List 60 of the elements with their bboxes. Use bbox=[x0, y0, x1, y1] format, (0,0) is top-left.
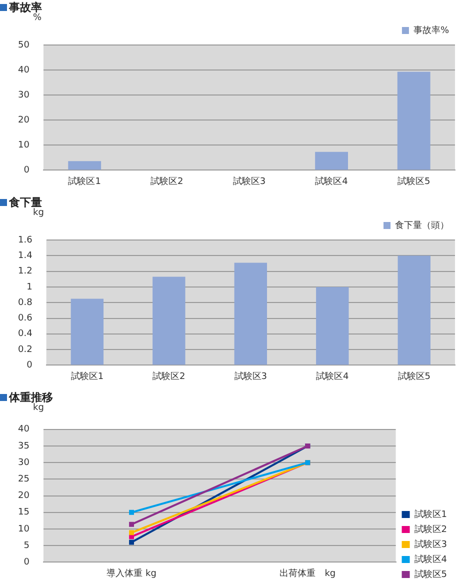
y-tick-label: 1.4 bbox=[18, 250, 33, 261]
y-tick-label: 30 bbox=[18, 90, 30, 100]
x-tick-label: 導入体重 kg bbox=[106, 568, 156, 579]
point bbox=[129, 530, 134, 536]
bar bbox=[397, 72, 430, 170]
x-tick-label: 試験区5 bbox=[398, 370, 430, 382]
bar bbox=[398, 256, 430, 365]
y-tick-label: 35 bbox=[18, 441, 30, 452]
x-tick-label: 試験区4 bbox=[315, 176, 348, 187]
x-tick-label: 試験区3 bbox=[232, 176, 266, 187]
y-tick-label: 1 bbox=[26, 282, 32, 292]
chart-title: 体重推移 bbox=[8, 390, 53, 404]
y-tick-label: 40 bbox=[18, 65, 30, 76]
y-tick-label: 30 bbox=[18, 458, 30, 468]
point bbox=[129, 522, 134, 527]
legend-label: 試験区2 bbox=[414, 524, 448, 535]
x-tick-label: 出荷体重 kg bbox=[280, 568, 336, 579]
chart-title: 事故率 bbox=[8, 0, 42, 14]
point bbox=[129, 510, 134, 515]
y-tick-label: 50 bbox=[18, 40, 30, 50]
x-tick-label: 試験区5 bbox=[397, 176, 430, 187]
y-tick-label: 5 bbox=[24, 540, 30, 551]
x-tick-label: 試験区2 bbox=[152, 370, 186, 382]
bar bbox=[68, 161, 102, 170]
chart-title: 食下量 bbox=[8, 195, 42, 209]
legend-label: 事故率% bbox=[413, 24, 450, 36]
y-tick-label: 1.2 bbox=[18, 266, 32, 277]
y-tick-label: 10 bbox=[18, 140, 30, 151]
x-tick-label: 試験区4 bbox=[316, 370, 350, 382]
x-tick-label: 試験区1 bbox=[70, 370, 104, 382]
x-tick-label: 試験区1 bbox=[68, 176, 101, 187]
y-tick-label: 40 bbox=[18, 424, 30, 435]
y-tick-label: 20 bbox=[18, 491, 30, 502]
y-tick-label: 0.2 bbox=[18, 344, 32, 355]
legend-label: 試験区3 bbox=[414, 538, 448, 550]
x-tick-label: 試験区3 bbox=[234, 370, 268, 382]
x-tick-label: 試験区2 bbox=[150, 176, 184, 187]
y-tick-label: 25 bbox=[18, 474, 30, 485]
y-tick-label: 0 bbox=[26, 360, 33, 371]
y-tick-label: 0.6 bbox=[18, 314, 33, 324]
y-axis-title: kg bbox=[33, 208, 44, 218]
legend-label: 食下量（頭） bbox=[395, 220, 449, 231]
bar bbox=[315, 152, 348, 170]
legend-label: 試験区4 bbox=[414, 554, 448, 565]
y-tick-label: 1.6 bbox=[18, 235, 33, 246]
bar bbox=[152, 276, 186, 365]
y-tick-label: 0 bbox=[24, 558, 30, 568]
bar bbox=[234, 262, 268, 365]
bar bbox=[70, 298, 104, 365]
y-tick-label: 0.4 bbox=[18, 329, 33, 340]
y-tick-label: 0.8 bbox=[18, 298, 33, 308]
bar bbox=[316, 286, 349, 365]
y-tick-label: 10 bbox=[18, 524, 30, 534]
legend-label: 試験区1 bbox=[414, 508, 448, 520]
y-tick-label: 15 bbox=[18, 508, 30, 518]
y-axis-title: % bbox=[33, 13, 42, 23]
point bbox=[129, 540, 134, 545]
y-tick-label: 20 bbox=[18, 115, 30, 126]
y-axis-title: kg bbox=[33, 403, 44, 413]
y-tick-label: 0 bbox=[24, 166, 30, 176]
